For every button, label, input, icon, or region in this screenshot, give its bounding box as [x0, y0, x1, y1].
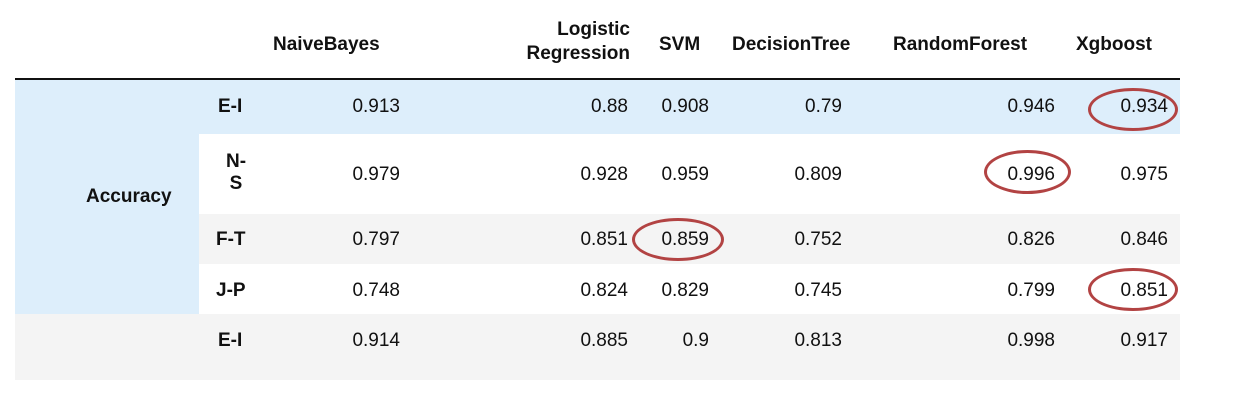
cell-value: 0.959: [661, 164, 709, 185]
table-row: [199, 80, 1180, 134]
cell-value: 0.908: [661, 96, 709, 117]
cell-value: 0.79: [805, 96, 842, 117]
header-divider: [15, 78, 1180, 80]
row-label: N- S: [221, 151, 251, 195]
cell-value: 0.846: [1120, 229, 1168, 250]
cell-value: 0.752: [794, 229, 842, 250]
table-header: NaiveBayes Logistic Regression SVM Decis…: [0, 0, 1240, 78]
cell-value: 0.914: [352, 330, 400, 351]
highlight-circle: [1088, 268, 1178, 311]
cell-value: 0.809: [794, 164, 842, 185]
table-row: [199, 314, 1180, 380]
cell-value: 0.946: [1007, 96, 1055, 117]
cell-value: 0.928: [580, 164, 628, 185]
cell-value: 0.917: [1120, 330, 1168, 351]
highlight-circle: [1088, 88, 1178, 131]
col-header-decisiontree: DecisionTree: [732, 34, 851, 55]
group-label-accuracy: Accuracy: [86, 186, 172, 207]
cell-value: 0.851: [580, 229, 628, 250]
row-label-line2: S: [229, 173, 243, 194]
row-label: J-P: [216, 280, 246, 301]
cell-value: 0.88: [591, 96, 628, 117]
cell-value: 0.745: [794, 280, 842, 301]
cell-value: 0.998: [1007, 330, 1055, 351]
row-label-line1: N-: [225, 151, 247, 172]
col-header-randomforest: RandomForest: [893, 34, 1028, 55]
group-cell-accuracy: [15, 80, 199, 314]
cell-value: 0.826: [1007, 229, 1055, 250]
group-cell-empty: [15, 314, 199, 380]
cell-value: 0.813: [794, 330, 842, 351]
cell-value: 0.829: [661, 280, 709, 301]
cell-value: 0.797: [352, 229, 400, 250]
row-label: E-I: [218, 330, 243, 351]
col-header-logistic-regression: Logistic Regression: [480, 18, 630, 66]
cell-value: 0.799: [1007, 280, 1055, 301]
table-row: [199, 264, 1180, 314]
cell-value: 0.975: [1120, 164, 1168, 185]
col-header-naivebayes: NaiveBayes: [273, 34, 380, 55]
cell-value: 0.9: [682, 330, 709, 351]
cell-value: 0.824: [580, 280, 628, 301]
highlight-circle: [984, 150, 1071, 194]
cell-value: 0.748: [352, 280, 400, 301]
col-header-xgboost: Xgboost: [1076, 34, 1152, 55]
row-label: F-T: [216, 229, 246, 250]
col-header-logistic-line2: Regression: [526, 43, 630, 64]
cell-value: 0.979: [352, 164, 400, 185]
cell-value: 0.885: [580, 330, 628, 351]
highlight-circle: [632, 218, 724, 261]
col-header-svm: SVM: [659, 34, 701, 55]
col-header-logistic-line1: Logistic: [557, 19, 630, 40]
row-label: E-I: [218, 96, 243, 117]
cell-value: 0.913: [352, 96, 400, 117]
